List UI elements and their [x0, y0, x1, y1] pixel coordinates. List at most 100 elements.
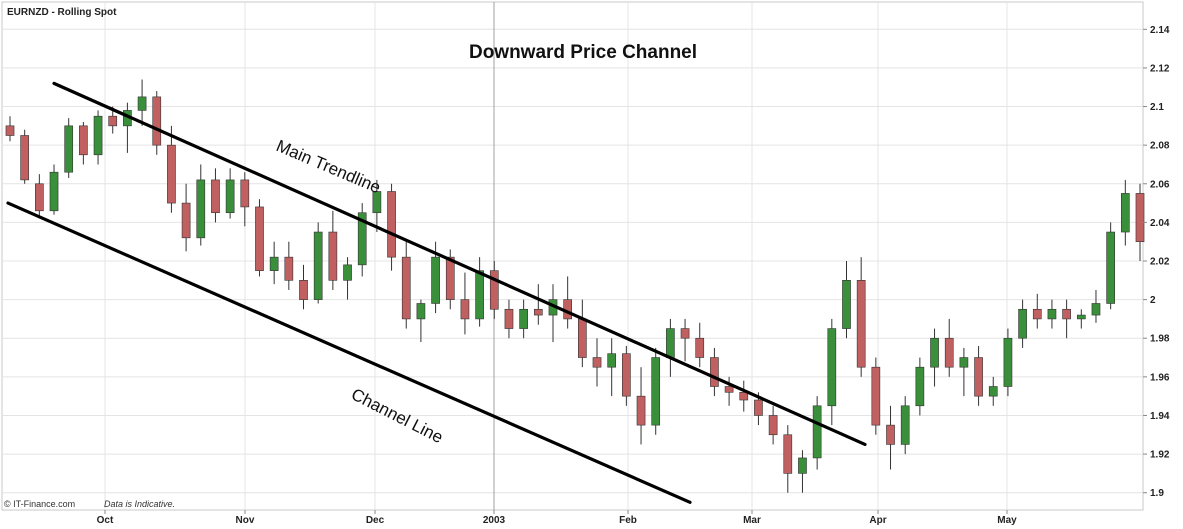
candle — [622, 345, 631, 406]
candle-body-down — [856, 280, 866, 368]
candle — [211, 168, 220, 223]
y-tick-label: 1.92 — [1150, 450, 1170, 461]
candle-body-down — [35, 183, 44, 212]
candle-body-up — [372, 191, 382, 214]
candle-body-down — [299, 280, 308, 300]
candle — [372, 179, 382, 233]
candle — [812, 396, 822, 470]
candle-body-down — [460, 299, 470, 320]
candle — [93, 110, 103, 165]
candle — [284, 241, 294, 290]
x-tick-label: Feb — [619, 515, 637, 526]
candle-body-down — [20, 135, 30, 181]
candle — [299, 264, 308, 310]
candle-body-up — [666, 328, 675, 358]
candle-body-down — [768, 415, 778, 436]
candle — [1003, 328, 1013, 397]
candle-body-up — [431, 256, 440, 304]
candle — [827, 318, 837, 426]
candle — [35, 174, 44, 219]
candle-series — [5, 79, 1145, 493]
candle-body-up — [959, 357, 969, 368]
candle — [1135, 183, 1145, 261]
candle — [842, 261, 851, 339]
candle — [710, 347, 719, 397]
candle — [313, 222, 323, 304]
x-tick-label: Apr — [869, 515, 886, 526]
candle-body-down — [622, 353, 631, 397]
candle-body-up — [930, 337, 939, 368]
candle-body-down — [944, 337, 954, 368]
x-tick-label: Dec — [366, 515, 385, 526]
candle — [1120, 179, 1130, 246]
y-tick-label: 1.96 — [1150, 372, 1170, 383]
candle-body-up — [1120, 193, 1130, 233]
candle-body-up — [1003, 337, 1013, 387]
candle-body-down — [871, 366, 881, 426]
candle — [783, 425, 793, 493]
candle — [79, 121, 88, 165]
candle-body-up — [798, 457, 807, 474]
candle-body-up — [651, 357, 661, 426]
candle — [724, 376, 734, 406]
candle — [959, 347, 969, 397]
candle — [401, 241, 411, 329]
candle-body-down — [284, 256, 294, 281]
candle-body-down — [1135, 193, 1145, 242]
candle — [1091, 289, 1101, 323]
y-tick-label: 2 — [1150, 295, 1156, 306]
candle — [240, 172, 250, 227]
candle — [856, 257, 866, 377]
candle — [886, 405, 895, 470]
candle-body-down — [504, 308, 514, 329]
candle — [269, 241, 279, 285]
candle — [1062, 299, 1071, 339]
candle-body-down — [181, 202, 191, 239]
candle-body-down — [783, 434, 793, 474]
candle — [489, 261, 499, 319]
candle-body-up — [475, 270, 484, 320]
candle — [739, 380, 749, 412]
candle — [1076, 309, 1086, 329]
x-tick-label: 2003 — [483, 515, 506, 526]
x-tick-label: May — [997, 515, 1017, 526]
y-axis-ticks: 2.14 2.12 2.1 2.08 2.06 2.04 2.02 2 1.98 1.96 1.94… — [1143, 25, 1170, 499]
candle-body-up — [519, 308, 528, 329]
candle-body-up — [827, 328, 837, 407]
candle — [167, 125, 176, 213]
candle — [533, 284, 543, 325]
candle — [988, 376, 998, 406]
candle — [798, 450, 807, 493]
instrument-label: EURNZD - Rolling Spot — [7, 7, 117, 18]
candle-body-down — [401, 256, 411, 320]
candle — [64, 118, 74, 178]
y-tick-label: 2.02 — [1150, 257, 1170, 268]
candle — [607, 338, 617, 397]
candle-body-up — [313, 231, 323, 300]
candle-body-down — [489, 270, 499, 310]
candle-body-up — [343, 264, 352, 281]
y-tick-label: 2.08 — [1150, 141, 1170, 152]
chart-title: Downward Price Channel — [469, 42, 697, 63]
plot-area — [1, 1, 1144, 511]
y-tick-label: 1.9 — [1150, 488, 1164, 499]
candle — [152, 91, 162, 155]
candle — [475, 257, 484, 327]
candle-body-down — [592, 357, 602, 368]
candle — [871, 357, 881, 435]
candle-body-down — [533, 308, 543, 316]
candle — [1032, 293, 1042, 329]
candle-body-up — [915, 366, 925, 407]
candle — [1018, 299, 1027, 348]
candle — [915, 357, 925, 416]
candle-body-up — [842, 280, 851, 329]
candle-body-down — [152, 96, 162, 146]
candle — [504, 299, 514, 339]
candle — [930, 328, 939, 387]
candle-body-down — [1032, 308, 1042, 320]
candle-body-down — [636, 395, 646, 426]
candle-body-up — [357, 212, 367, 266]
candle-body-down — [79, 125, 88, 156]
candle-body-up — [900, 405, 910, 445]
candle-body-up — [49, 171, 59, 212]
